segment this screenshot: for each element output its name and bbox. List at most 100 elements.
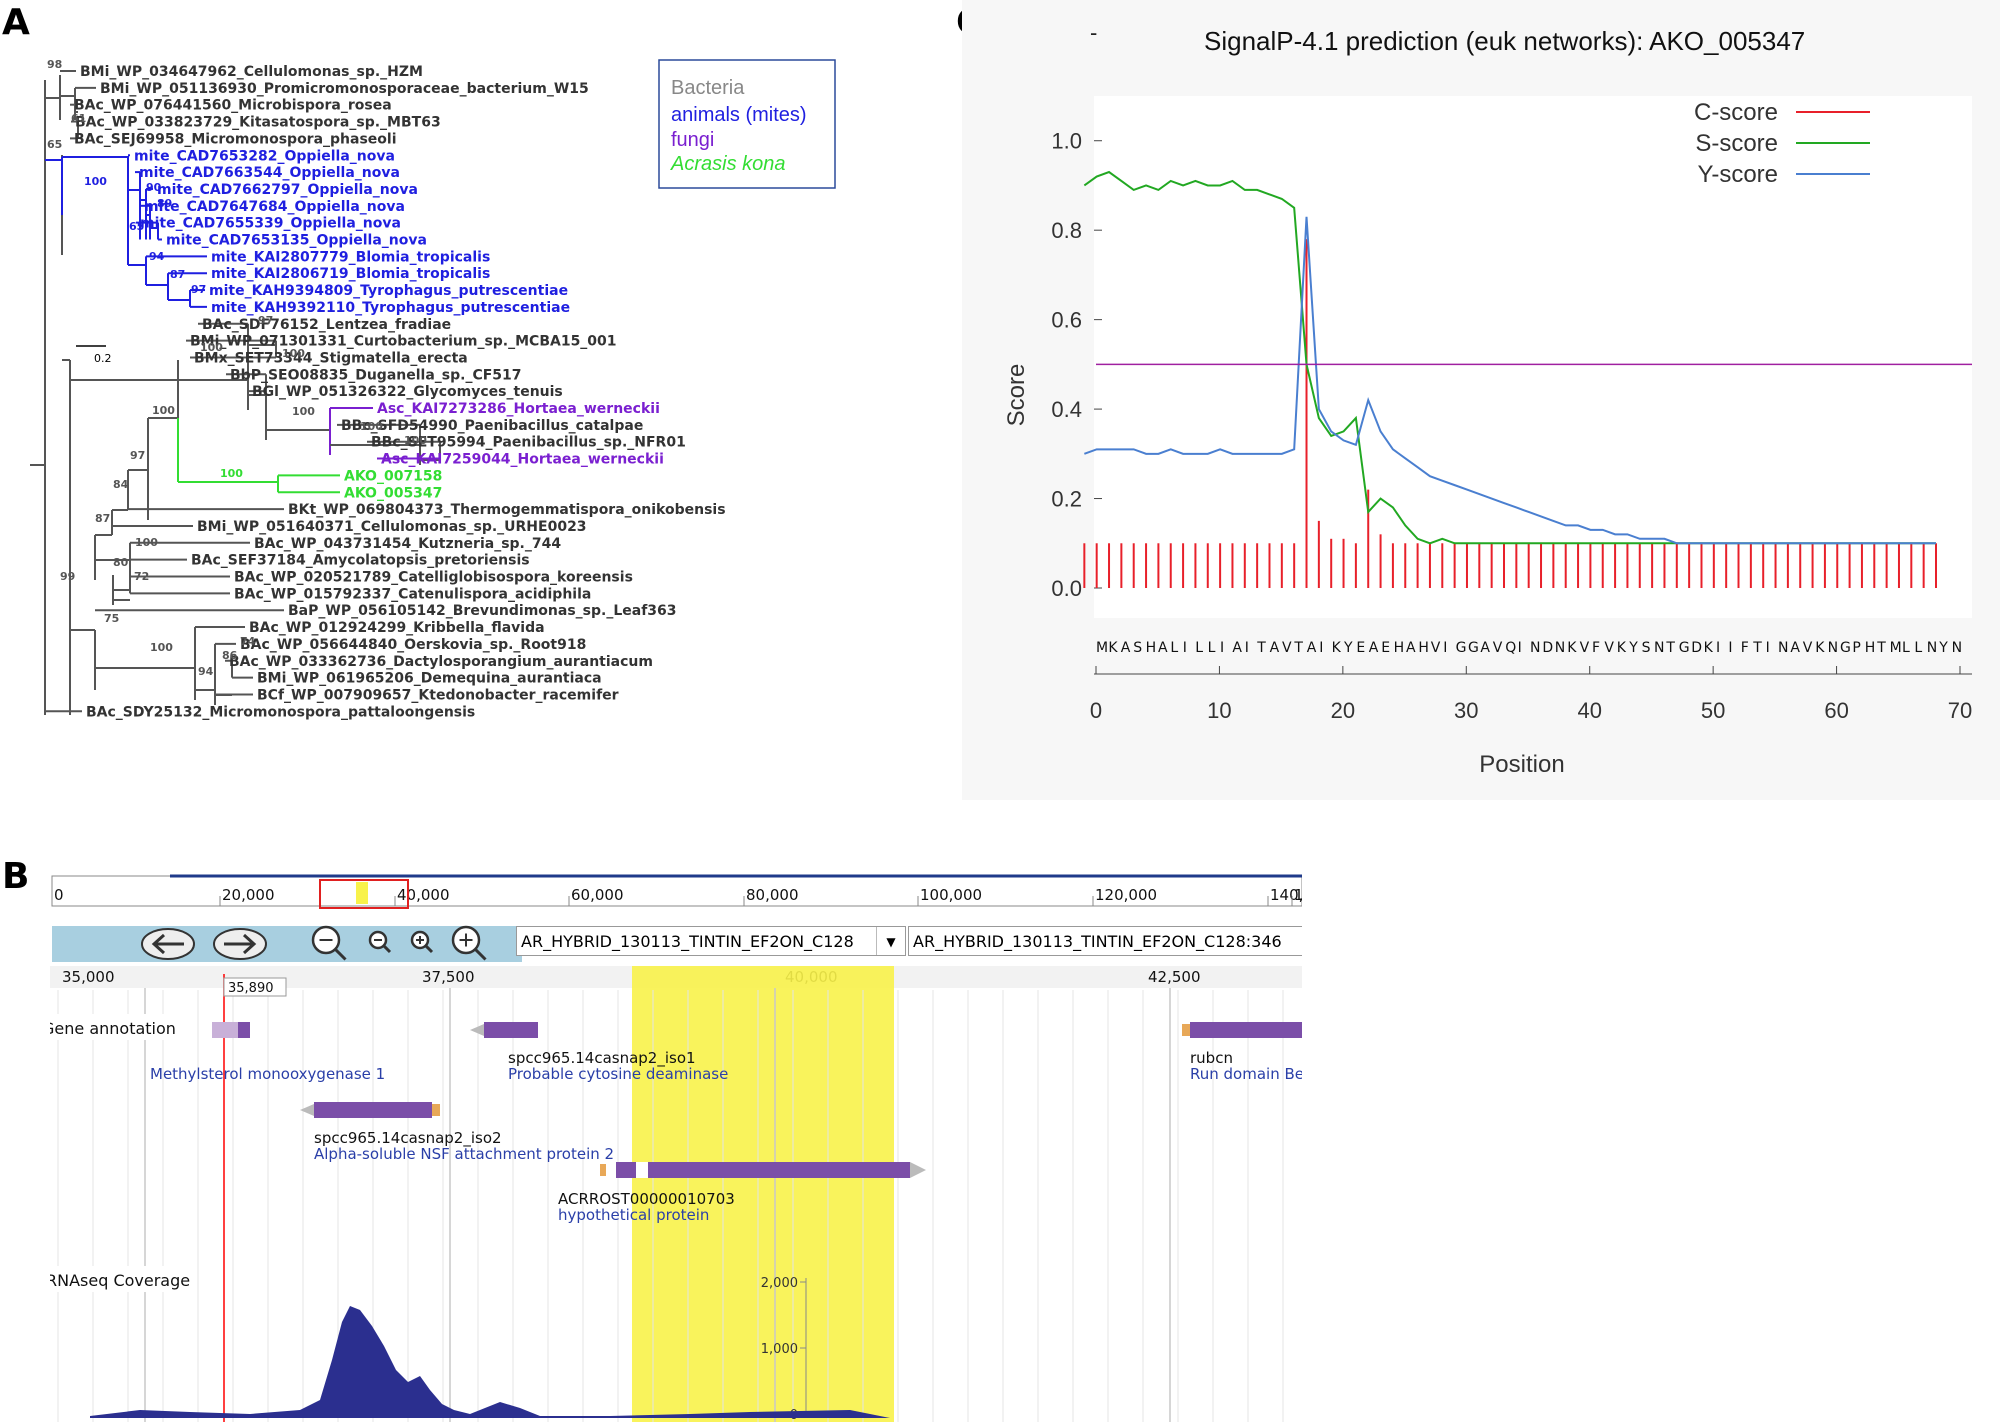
detail-tick-label: 42,500 [1148, 968, 1201, 986]
track-label-rnaseq-coverage[interactable]: RNAseq Coverage [50, 1271, 190, 1290]
legend-label-y-score: Y-score [1698, 161, 1778, 188]
gene-rubcn-utr [1182, 1024, 1190, 1036]
tree-leaf-label: AKO_007158 [344, 468, 442, 484]
gene-hypothetical-utr [600, 1164, 608, 1176]
overview-view-box[interactable] [319, 879, 409, 909]
residue: I [1183, 640, 1187, 656]
left-arrow-icon-glyph [151, 933, 184, 955]
residue: M [1096, 640, 1108, 656]
tree-leaf-label: BKt_WP_069804373_Thermogemmatispora_onik… [288, 502, 726, 518]
bootstrap-value: 65 [47, 138, 62, 151]
x-tick-label: 20 [1331, 698, 1355, 723]
residue: M [1890, 640, 1902, 656]
residue: A [1121, 640, 1131, 656]
bootstrap-value: 100 [84, 175, 107, 188]
residue: H [1394, 640, 1405, 656]
residue: N [1952, 640, 1963, 656]
residue: A [1369, 640, 1379, 656]
residue: T [1876, 640, 1886, 656]
chevron-down-icon[interactable]: ▼ [876, 927, 905, 955]
location-input[interactable]: AR_HYBRID_130113_TINTIN_EF2ON_C128:346 [908, 926, 1302, 956]
x-tick-label: 0 [1090, 698, 1102, 723]
gene-nsf-attachment-utr [432, 1104, 440, 1116]
plot-area [1094, 96, 1972, 618]
overview-tick-label: 0 [54, 886, 64, 904]
gene-hypothetical[interactable] [608, 1162, 910, 1178]
track-label-box [50, 1266, 188, 1292]
x-tick-label: 60 [1824, 698, 1848, 723]
bootstrap-value: 99 [60, 570, 75, 583]
residue: A [1307, 640, 1317, 656]
bootstrap-value: 100 [292, 405, 315, 418]
tree-leaf-label: BAc_WP_033823729_Kitasatospora_sp._MBT63 [75, 115, 441, 131]
bootstrap-value: 100 [404, 434, 427, 447]
bootstrap-value: 65 [129, 220, 144, 233]
gene-methylsterol-faded [212, 1022, 238, 1038]
residue: G [1456, 640, 1467, 656]
overview-tick-label: 20,000 [222, 886, 275, 904]
chart-legend: C-score S-score Y-score [1694, 99, 1870, 188]
bootstrap-value: 86 [222, 649, 238, 662]
gene-cytosine-deaminase-strand-arrow [470, 1024, 484, 1036]
scale-bar-label: 0.2 [94, 352, 112, 365]
residue: N [1654, 640, 1665, 656]
track-label-gene-annotation[interactable]: Gene annotation [50, 1019, 176, 1038]
tree-leaf-label: BAc_SDF76152_Lentzea_fradiae [202, 317, 451, 333]
bootstrap-value: 94 [198, 665, 214, 678]
bootstrap-value: 97 [130, 449, 145, 462]
bootstrap-value: 72 [134, 570, 149, 583]
tree-leaf-label: Asc_KAI7259044_Hortaea_werneckii [381, 452, 664, 468]
bootstrap-value: 74 [240, 635, 256, 648]
gene-rubcn[interactable] [1190, 1022, 1302, 1038]
legend-fungi: fungi [671, 129, 714, 151]
residue: K [1567, 640, 1577, 656]
zoom-out-small-icon-handle [382, 944, 392, 954]
phylogenetic-tree: BMi_WP_034647962_Cellulomonas_sp._HZMBMi… [30, 58, 836, 720]
chromosome-select[interactable]: AR_HYBRID_130113_TINTIN_EF2ON_C128 ▼ [516, 926, 906, 956]
residue: L [1195, 640, 1203, 656]
gene-nsf-attachment[interactable] [314, 1102, 432, 1118]
panel-label-b: B [2, 856, 30, 897]
bootstrap-value: 94 [149, 250, 165, 263]
x-tick-label: 50 [1701, 698, 1725, 723]
residue: D [1542, 640, 1553, 656]
gene-description-label[interactable]: Probable cytosine deaminase [508, 1065, 728, 1083]
residue: N [1778, 640, 1789, 656]
residue: I [1220, 640, 1224, 656]
tree-leaf-label: mite_KAI2807779_Blomia_tropicalis [211, 249, 490, 265]
residue: T [1293, 640, 1303, 656]
residue: A [1158, 640, 1168, 656]
residue: I [1319, 640, 1323, 656]
gene-cytosine-deaminase[interactable] [484, 1022, 538, 1038]
gene-description-label[interactable]: Methylsterol monooxygenase 1 [150, 1065, 385, 1083]
tree-leaf-label: BAc_WP_043731454_Kutzneria_sp._744 [254, 536, 561, 552]
bootstrap-value: 100 [135, 536, 158, 549]
tree-leaf-label: mite_CAD7653282_Oppiella_nova [134, 148, 395, 164]
bootstrap-value: 97 [258, 314, 273, 327]
legend-acrasis: Acrasis kona [670, 153, 786, 175]
tree-leaf-label: BBc_SFD54990_Paenibacillus_catalpae [341, 418, 643, 434]
tree-leaf-label: mite_KAI2806719_Blomia_tropicalis [211, 266, 490, 282]
residue: L [1902, 640, 1910, 656]
residue: E [1356, 640, 1365, 656]
x-tick-label: 10 [1207, 698, 1231, 723]
residue: K [1108, 640, 1118, 656]
tree-leaf-label: BbP_SEO08835_Duganella_sp._CF517 [230, 367, 522, 383]
bootstrap-value: 97 [191, 283, 206, 296]
chart-title: SignalP-4.1 prediction (euk networks): A… [1204, 26, 1805, 56]
right-arrow-icon-glyph [224, 933, 257, 955]
zoom-in-small-icon-handle [424, 944, 434, 954]
gene-description-label[interactable]: Run domain Be [1190, 1065, 1302, 1083]
x-tick-label: 30 [1454, 698, 1478, 723]
overview-ruler[interactable] [51, 875, 1302, 907]
gene-description-label[interactable]: Alpha-soluble NSF attachment protein 2 [314, 1145, 614, 1163]
residue: V [1493, 640, 1503, 656]
gene-description-label[interactable]: hypothetical protein [558, 1206, 709, 1224]
y-tick-label: 0.4 [1051, 397, 1082, 422]
residue: V [1604, 640, 1614, 656]
y-score-line [1084, 216, 1936, 545]
tree-leaf-label: BMi_WP_051640371_Cellulomonas_sp._URHE00… [197, 519, 587, 535]
residue: A [1790, 640, 1800, 656]
residue: G [1840, 640, 1851, 656]
chart-dash: - [1090, 20, 1097, 45]
